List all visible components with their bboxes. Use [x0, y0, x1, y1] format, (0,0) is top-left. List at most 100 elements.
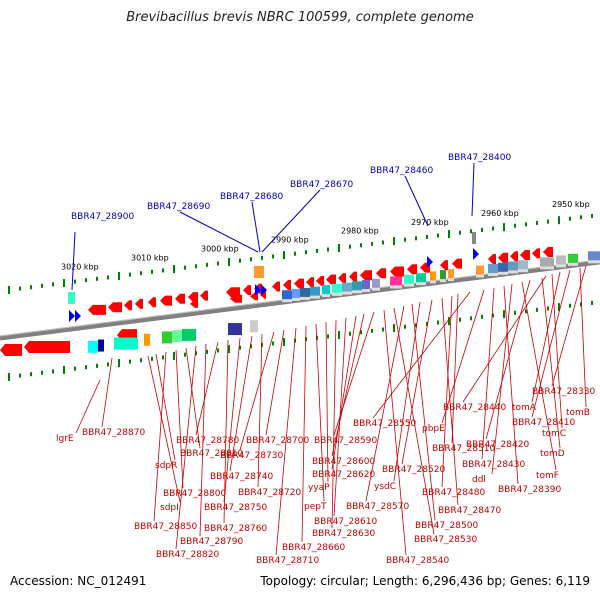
bottom-gene-label: BBR47_28730 — [220, 451, 283, 461]
gene-arrow-reverse — [488, 254, 496, 265]
scale-tick-bottom — [547, 306, 549, 311]
bottom-label-leader — [462, 275, 547, 403]
marker-arrow-icon — [427, 256, 433, 268]
scale-tick-top — [118, 272, 120, 281]
scale-tick-bottom — [481, 314, 483, 319]
gene-domain-shadow — [508, 270, 518, 274]
scale-tick-top — [107, 275, 109, 280]
scale-tick-bottom — [470, 316, 472, 321]
bottom-label-leader — [75, 379, 101, 434]
scale-tick-top — [217, 261, 219, 266]
scale-tick-bottom — [393, 324, 395, 333]
bottom-gene-label: BBR47_28470 — [438, 506, 501, 516]
gene-domain-shadow — [588, 260, 600, 264]
bottom-label-leader — [101, 357, 113, 428]
gene-domain-block — [518, 260, 528, 271]
bottom-label-leader — [331, 315, 357, 470]
scale-tick-top — [492, 226, 494, 231]
marker-arrow-icon — [261, 284, 267, 296]
scale-tick-top — [437, 233, 439, 238]
gene-arrow-reverse-small — [230, 294, 242, 303]
scale-label: 2980 kbp — [341, 227, 379, 236]
bottom-gene-label: BBR47_28610 — [314, 517, 377, 527]
gene-domain-shadow — [322, 294, 330, 298]
bottom-gene-label: BBR47_28390 — [498, 485, 561, 495]
gene-domain-block — [404, 274, 414, 285]
scale-tick-bottom — [217, 348, 219, 353]
gene-arrow-reverse-small — [260, 290, 266, 299]
scale-label: 2950 kbp — [552, 200, 590, 209]
top-gene-label: BBR47_28460 — [370, 166, 433, 176]
bottom-label-leader — [383, 309, 407, 556]
bottom-gene-label: pepT — [304, 502, 327, 512]
scale-tick-top — [261, 255, 263, 260]
bottom-gene-label: BBR47_28510 — [432, 444, 495, 454]
scale-tick-top — [371, 241, 373, 246]
top-label-leader — [251, 201, 261, 253]
bottom-gene-label: BBR47_28520 — [382, 465, 445, 475]
scale-tick-bottom — [448, 317, 450, 326]
gene-domain-block — [448, 269, 454, 280]
gene-domain-block — [440, 270, 446, 281]
bottom-label-leader — [551, 273, 563, 429]
scale-tick-bottom — [206, 349, 208, 354]
bottom-label-leader — [223, 339, 229, 524]
gene-domain-shadow — [476, 274, 484, 278]
scale-tick-bottom — [459, 317, 461, 322]
scale-tick-bottom — [239, 345, 241, 350]
scale-tick-bottom — [382, 327, 384, 332]
top-label-leader — [71, 231, 76, 291]
gene-arrow-reverse — [175, 293, 185, 304]
gene-domain-block-lower — [250, 320, 258, 333]
top-gene-label: BBR47_28670 — [290, 180, 353, 190]
gene-domain-shadow — [448, 278, 454, 282]
bottom-gene-label: BBR47_28410 — [512, 418, 575, 428]
scale-tick-top — [580, 215, 582, 220]
gene-domain-shadow — [310, 295, 320, 299]
scale-tick-top — [239, 258, 241, 263]
marker-arrow-icon — [473, 248, 479, 260]
scale-tick-bottom — [30, 372, 32, 377]
gene-domain-block — [588, 251, 600, 262]
gene-domain-block — [332, 283, 342, 294]
gene-arrow-reverse — [272, 281, 280, 292]
gene-domain-shadow — [372, 287, 380, 291]
gene-arrow-reverse — [360, 270, 372, 281]
scale-tick-bottom — [250, 344, 252, 349]
bottom-label-leader — [441, 297, 459, 506]
scale-tick-bottom — [514, 310, 516, 315]
bottom-label-leader — [485, 279, 531, 440]
accession-text: Accession: NC_012491 — [10, 574, 147, 588]
scale-tick-top — [481, 227, 483, 232]
bottom-label-leader — [175, 349, 184, 489]
gene-domain-block — [322, 285, 330, 296]
bottom-label-leader — [451, 293, 459, 444]
scale-label: 2990 kbp — [271, 236, 309, 245]
scale-tick-bottom — [349, 331, 351, 336]
bottom-gene-label: BBR47_28570 — [346, 502, 409, 512]
bottom-gene-label: BBR47_28790 — [180, 537, 243, 547]
gene-domain-block-lower — [228, 323, 242, 336]
gene-domain-shadow — [404, 283, 414, 287]
scale-tick-bottom — [580, 302, 582, 307]
scale-tick-top — [283, 251, 285, 260]
gene-domain-block-lower — [98, 339, 104, 352]
bottom-gene-label: sdpI — [160, 503, 179, 513]
gene-arrow-reverse — [326, 274, 336, 285]
bottom-label-leader — [491, 283, 513, 475]
bottom-label-leader — [333, 317, 347, 517]
bottom-label-leader — [199, 343, 207, 537]
gene-domain-block — [430, 271, 436, 282]
gene-arrow-reverse — [108, 302, 122, 313]
scale-tick-top — [41, 283, 43, 288]
scale-tick-top — [8, 285, 10, 294]
gene-arrow-reverse — [243, 285, 251, 296]
gene-arrow-reverse — [532, 248, 540, 259]
bottom-gene-label: tomC — [542, 429, 566, 439]
scale-label: 3010 kbp — [131, 253, 169, 262]
scale-tick-top — [151, 269, 153, 274]
scale-tick-top — [228, 258, 230, 267]
gene-domain-block — [300, 287, 310, 298]
scale-label: 2970 kbp — [411, 218, 449, 227]
